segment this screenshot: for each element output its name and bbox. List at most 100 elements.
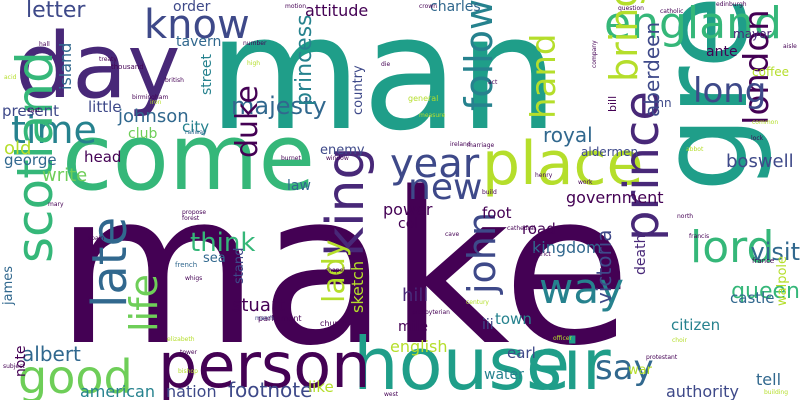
cloud-word: town	[495, 310, 532, 328]
cloud-word: bishop	[178, 368, 198, 375]
cloud-word: man	[208, 0, 559, 166]
cloud-word: queen	[731, 279, 800, 304]
cloud-word: officer	[553, 335, 572, 342]
cloud-word: spain	[88, 235, 105, 242]
cloud-word: whigs	[185, 275, 203, 282]
cloud-word: march	[255, 315, 274, 322]
cloud-word: aisle	[783, 43, 797, 50]
cloud-word: mary	[48, 201, 64, 208]
cloud-word: mile	[398, 319, 429, 335]
cloud-word: government	[566, 188, 664, 207]
cloud-word: elizabeth	[167, 336, 195, 343]
cloud-word: question	[618, 5, 644, 12]
cloud-word: french	[175, 261, 198, 269]
cloud-word: person	[158, 329, 371, 400]
cloud-word: inn	[653, 96, 672, 110]
cloud-word: note	[13, 345, 29, 377]
cloud-word: year	[390, 141, 480, 187]
cloud-word: choir	[672, 337, 687, 344]
cloud-word: north	[677, 213, 694, 220]
cloud-word: stuart	[232, 295, 286, 316]
cloud-word: princess	[292, 14, 317, 106]
cloud-word: general	[408, 94, 439, 103]
cloud-word: high	[247, 60, 261, 67]
cloud-word: american	[80, 382, 155, 400]
cloud-word: francis	[689, 233, 710, 240]
cloud-word: lord	[690, 222, 775, 273]
cloud-word: iii	[482, 317, 494, 333]
cloud-word: motion	[285, 3, 307, 10]
cloud-word: head	[84, 148, 122, 166]
cloud-word: say	[595, 348, 654, 388]
cloud-word: lock	[751, 135, 764, 142]
cloud-word: castle	[730, 289, 775, 307]
cloud-word: letter	[26, 0, 86, 23]
cloud-word: power	[383, 200, 433, 219]
cloud-word: propose	[182, 209, 207, 216]
cloud-word: nation	[166, 382, 217, 400]
cloud-word: iron	[150, 99, 162, 106]
cloud-word: present	[2, 102, 60, 120]
cloud-word: hall	[39, 41, 50, 48]
cloud-word: duke	[230, 85, 265, 158]
cloud-word: aldermen	[581, 145, 639, 159]
cloud-word: street	[199, 54, 215, 95]
cloud-word: railway	[185, 129, 207, 136]
cloud-word: majesty	[231, 92, 327, 120]
cloud-word: citizen	[671, 316, 721, 334]
cloud-word: way	[539, 264, 624, 313]
cloud-word: british	[165, 77, 184, 84]
cloud-word: subject	[3, 363, 25, 370]
cloud-word: bill	[606, 95, 619, 112]
cloud-word: footnote	[228, 378, 313, 400]
cloud-word: make	[55, 147, 632, 392]
cloud-word: henry	[535, 172, 553, 179]
cloud-word: kingdom	[532, 238, 602, 257]
cloud-word: like	[308, 378, 334, 396]
cloud-word: burnet	[281, 155, 301, 162]
cloud-word: abbot	[686, 146, 704, 153]
cloud-word: parliament	[258, 314, 302, 323]
cloud-word: boswell	[726, 151, 794, 172]
cloud-word: building	[764, 389, 789, 396]
cloud-word: place	[482, 129, 644, 199]
cloud-word: james	[1, 265, 16, 305]
cloud-word: measure	[419, 112, 446, 119]
cloud-word: mayor	[733, 27, 772, 41]
cloud-word: water	[484, 367, 524, 383]
cloud-word: number	[243, 40, 267, 47]
cloud-word: attitude	[305, 1, 369, 20]
cloud-word: cathedral	[507, 225, 536, 232]
cloud-word: work	[578, 179, 593, 186]
cloud-word: visit	[750, 238, 800, 266]
cloud-word: club	[128, 126, 158, 142]
cloud-word: company	[591, 40, 598, 68]
cloud-word: come	[62, 104, 316, 211]
cloud-word: act	[488, 79, 498, 86]
cloud-word: marriage	[467, 142, 495, 149]
cloud-word: long	[693, 71, 767, 111]
cloud-word: house	[353, 322, 571, 400]
cloud-word: west	[384, 391, 399, 398]
cloud-word: east	[27, 107, 40, 114]
cloud-word: stand	[232, 247, 247, 284]
cloud-word: old	[4, 138, 32, 159]
cloud-word: road	[522, 220, 556, 238]
cloud-word: hill	[402, 285, 429, 306]
cloud-word: life	[122, 274, 166, 332]
cloud-word: country	[351, 65, 366, 115]
cloud-word: cave	[445, 231, 460, 238]
cloud-word: century	[466, 299, 489, 306]
cloud-word: ireland	[450, 141, 471, 148]
cloud-word: enemy	[320, 143, 365, 158]
cloud-word: charles	[430, 0, 481, 15]
cloud-word: think	[190, 228, 256, 258]
cloud-word: foot	[482, 204, 512, 222]
cloud-word: walpole	[775, 255, 790, 306]
cloud-word: sketch	[348, 260, 367, 313]
cloud-word: tell	[756, 370, 782, 389]
cloud-word: acid	[4, 74, 17, 81]
cloud-word: sea	[203, 251, 226, 266]
cloud-word: france	[752, 257, 775, 265]
